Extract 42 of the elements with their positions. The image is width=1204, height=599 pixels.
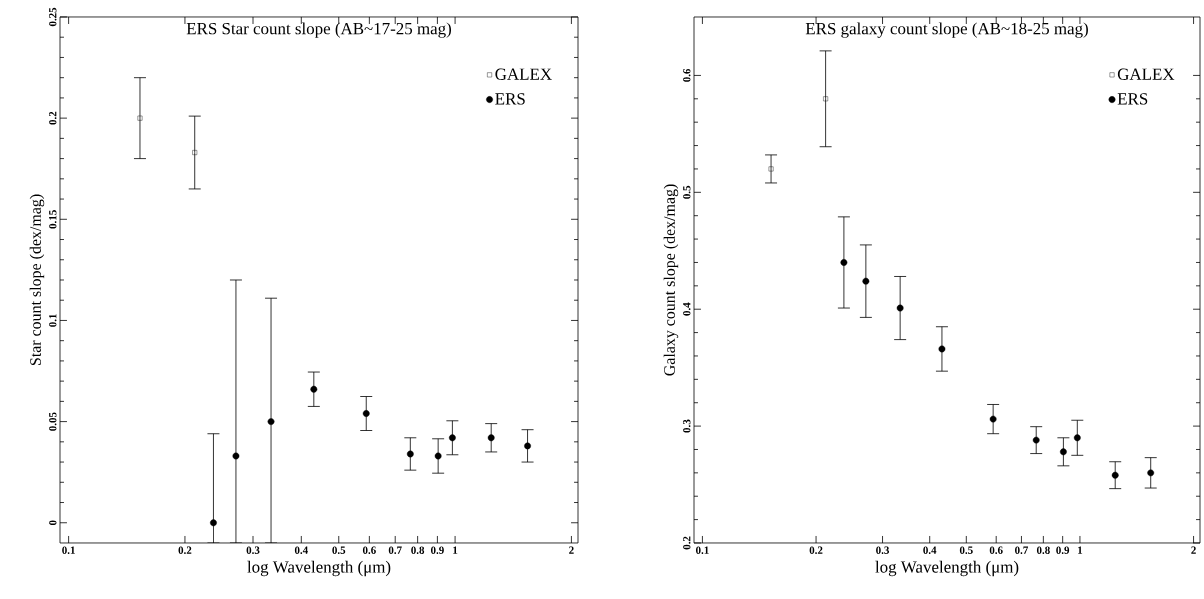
y-tick-label: 0.05 <box>49 412 57 431</box>
x-tick-label: 1 <box>1078 546 1083 554</box>
y-tick-label: 0.3 <box>683 419 691 433</box>
y-axis-title: Star count slope (dex/mag) <box>29 194 45 366</box>
x-tick-label: 0.8 <box>411 546 425 554</box>
x-tick-label: 0.2 <box>809 546 823 554</box>
legend-label: GALEX <box>495 68 552 80</box>
x-tick-label: 0.3 <box>246 546 260 554</box>
x-tick-label: 0.8 <box>1036 546 1050 554</box>
legend-label: ERS <box>495 93 525 105</box>
x-tick-label: 0.9 <box>430 546 444 554</box>
x-tick-label: 2 <box>1191 546 1196 554</box>
x-tick-label: 0.9 <box>1056 546 1070 554</box>
x-tick-label: 0.7 <box>388 546 402 554</box>
y-tick-label: 0.6 <box>683 68 691 82</box>
x-tick-label: 0.1 <box>62 546 75 554</box>
legend-label: GALEX <box>1117 68 1175 80</box>
x-tick-label: 0.7 <box>1015 546 1029 554</box>
x-tick-label: 0.6 <box>362 546 376 554</box>
x-tick-label: 1 <box>453 546 458 554</box>
y-tick-label: 0.4 <box>683 302 691 316</box>
chart-title: ERS galaxy count slope (AB~18-25 mag) <box>805 22 1088 38</box>
y-tick-label: 0.2 <box>49 111 57 125</box>
y-tick-label: 0.15 <box>49 210 57 229</box>
x-axis-title: log Wavelength (μm) <box>875 560 1019 577</box>
x-tick-label: 0.3 <box>876 546 890 554</box>
x-tick-label: 0.5 <box>959 546 973 554</box>
y-tick-label: 0.5 <box>683 185 691 199</box>
x-tick-label: 0.1 <box>695 546 709 554</box>
y-tick-label: 0.25 <box>49 7 57 27</box>
chart-title: ERS Star count slope (AB~17-25 mag) <box>186 22 452 38</box>
y-tick-label: 0 <box>49 520 57 526</box>
x-tick-label: 0.4 <box>923 546 937 554</box>
y-axis-title: Galaxy count slope (dex/mag) <box>663 184 679 376</box>
y-tick-label: 0.1 <box>49 314 57 327</box>
x-tick-label: 2 <box>569 546 574 554</box>
x-tick-label: 0.6 <box>989 546 1003 554</box>
x-tick-label: 0.4 <box>294 546 308 554</box>
x-tick-label: 0.2 <box>178 546 192 554</box>
x-axis-title: log Wavelength (μm) <box>247 560 391 577</box>
x-tick-label: 0.5 <box>332 546 346 554</box>
legend-label: ERS <box>1117 93 1148 105</box>
